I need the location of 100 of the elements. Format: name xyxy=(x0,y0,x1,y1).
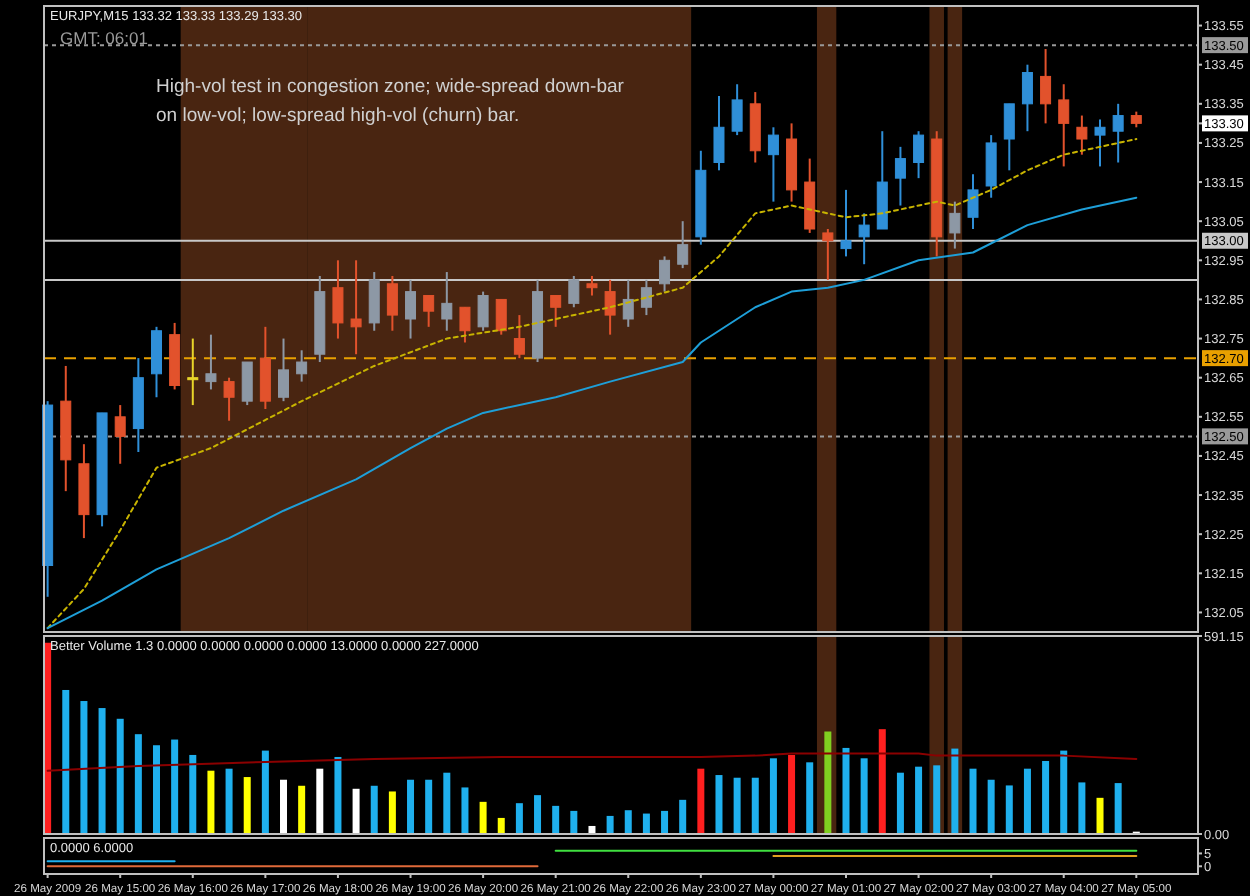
bar xyxy=(407,779,415,834)
bar xyxy=(261,750,269,834)
candlestick xyxy=(223,376,235,422)
candlestick xyxy=(1112,102,1124,164)
bar xyxy=(352,788,360,834)
bar xyxy=(316,768,324,834)
bar xyxy=(116,718,124,834)
bar xyxy=(860,758,868,834)
bar xyxy=(134,734,142,834)
bar xyxy=(715,775,723,834)
bar xyxy=(1096,797,1104,834)
bar xyxy=(461,787,469,834)
bar xyxy=(1060,750,1068,834)
candlestick xyxy=(586,274,598,297)
candlestick xyxy=(459,306,471,344)
candlestick xyxy=(1040,48,1052,125)
bar xyxy=(806,762,814,834)
bar xyxy=(1042,760,1050,834)
bar xyxy=(207,770,215,834)
candlestick xyxy=(985,134,997,199)
bar xyxy=(642,813,650,834)
candlestick xyxy=(967,173,979,231)
bar xyxy=(606,815,614,834)
bar xyxy=(534,795,542,834)
candlestick xyxy=(368,271,380,332)
annotation: GMT: 06:01 xyxy=(60,28,149,48)
bar xyxy=(842,747,850,834)
bar xyxy=(80,701,88,834)
candlestick xyxy=(659,255,671,293)
candlestick xyxy=(622,278,634,328)
candlestick xyxy=(767,126,779,203)
candlestick xyxy=(1021,63,1033,133)
bar xyxy=(969,768,977,834)
candlestick xyxy=(278,337,290,403)
candlestick xyxy=(858,212,870,266)
candlestick xyxy=(949,200,961,250)
bar xyxy=(1023,768,1031,834)
candlestick xyxy=(1058,83,1070,168)
candlestick xyxy=(151,325,162,399)
bar xyxy=(1005,785,1013,834)
bar xyxy=(425,779,433,834)
bar xyxy=(298,785,306,834)
bar xyxy=(915,766,923,834)
bar xyxy=(243,777,251,834)
candlestick xyxy=(731,83,743,137)
bar xyxy=(769,758,777,834)
candlestick xyxy=(804,157,816,234)
bar xyxy=(1078,782,1086,834)
candlestick xyxy=(1003,102,1015,172)
candlestick xyxy=(187,337,199,407)
bar xyxy=(624,810,632,834)
bar xyxy=(788,754,796,834)
bar xyxy=(661,810,669,834)
bar xyxy=(497,817,505,834)
candlestick xyxy=(550,294,562,328)
candlestick xyxy=(713,94,725,172)
candlestick xyxy=(913,130,925,180)
candlestick xyxy=(640,278,652,317)
bar xyxy=(951,748,959,834)
candlestick xyxy=(259,325,271,410)
candlestick xyxy=(749,91,761,164)
candlestick xyxy=(477,290,489,332)
bar xyxy=(443,772,451,834)
bar xyxy=(552,805,560,834)
candlestick xyxy=(296,349,308,383)
candlestick xyxy=(332,259,344,340)
candlestick xyxy=(568,274,580,309)
candlestick xyxy=(513,314,525,360)
candlestick xyxy=(822,228,834,281)
bar xyxy=(153,745,160,834)
candlestick xyxy=(205,333,217,391)
bar xyxy=(370,785,378,834)
bar xyxy=(98,708,106,834)
candlestick xyxy=(386,274,398,332)
candlestick xyxy=(114,404,126,465)
bar xyxy=(1114,783,1122,834)
bar xyxy=(878,729,886,834)
bar xyxy=(515,803,523,834)
bar xyxy=(987,779,995,834)
candlestick xyxy=(1076,114,1088,156)
candlestick xyxy=(894,145,906,207)
bar xyxy=(189,754,197,834)
annotation: High-vol test in congestion zone; wide-spread down-bar on low-vol; low-spread high-vol (churn) bar. xyxy=(156,76,624,127)
candlestick xyxy=(1094,118,1106,168)
candlestick xyxy=(423,294,435,328)
bar xyxy=(697,768,705,834)
bar xyxy=(225,768,233,834)
candlestick xyxy=(840,188,852,258)
bar xyxy=(679,799,687,834)
candlestick xyxy=(441,271,453,332)
bar xyxy=(479,801,487,834)
bar xyxy=(334,756,342,834)
bar xyxy=(751,777,759,834)
bar xyxy=(733,777,741,834)
candlestick xyxy=(350,259,362,356)
bar xyxy=(824,731,832,834)
candlestick xyxy=(241,361,253,407)
candlestick xyxy=(677,220,689,270)
bar xyxy=(933,765,941,834)
bar xyxy=(171,739,179,834)
